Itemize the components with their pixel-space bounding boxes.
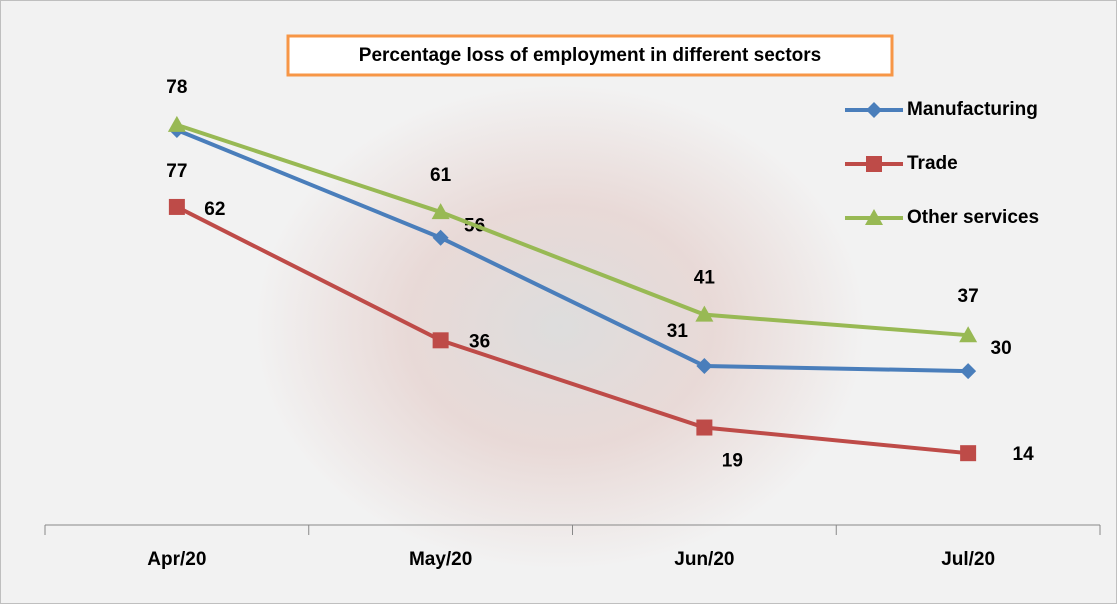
data-point (167, 115, 186, 132)
data-label: 61 (430, 165, 452, 186)
x-tick-label: May/20 (409, 549, 472, 570)
data-label: 19 (722, 451, 743, 472)
series-line (176, 122, 969, 338)
data-label: 31 (667, 321, 689, 342)
legend-label: Other services (907, 207, 1039, 228)
x-tick-label: Jun/20 (674, 549, 734, 570)
series-line (176, 128, 969, 374)
data-label: 77 (166, 161, 187, 182)
x-tick-label: Apr/20 (147, 549, 206, 570)
data-point (695, 305, 714, 322)
data-point (168, 198, 185, 215)
title-box (286, 34, 894, 77)
legend-label: Trade (907, 153, 958, 174)
data-point (960, 363, 977, 380)
chart-title: Percentage loss of employment in differe… (359, 45, 821, 66)
data-point (696, 419, 713, 436)
data-point (432, 332, 449, 349)
legend-marker (866, 156, 882, 172)
data-label: 78 (166, 77, 187, 98)
data-label: 14 (1013, 444, 1035, 465)
background-image (220, 30, 900, 570)
data-point (960, 445, 977, 462)
data-label: 30 (991, 338, 1012, 359)
data-label: 41 (694, 268, 716, 289)
data-label: 36 (469, 331, 490, 352)
legend-marker (866, 102, 882, 118)
legend-label: Manufacturing (907, 99, 1038, 120)
data-label: 37 (958, 286, 979, 307)
legend-marker (865, 209, 883, 225)
data-label: 62 (204, 199, 225, 220)
series-line (175, 205, 969, 456)
data-point (432, 229, 449, 246)
x-tick-label: Jul/20 (941, 549, 995, 570)
data-point (431, 203, 450, 220)
data-point (696, 357, 713, 374)
data-point (959, 326, 978, 343)
